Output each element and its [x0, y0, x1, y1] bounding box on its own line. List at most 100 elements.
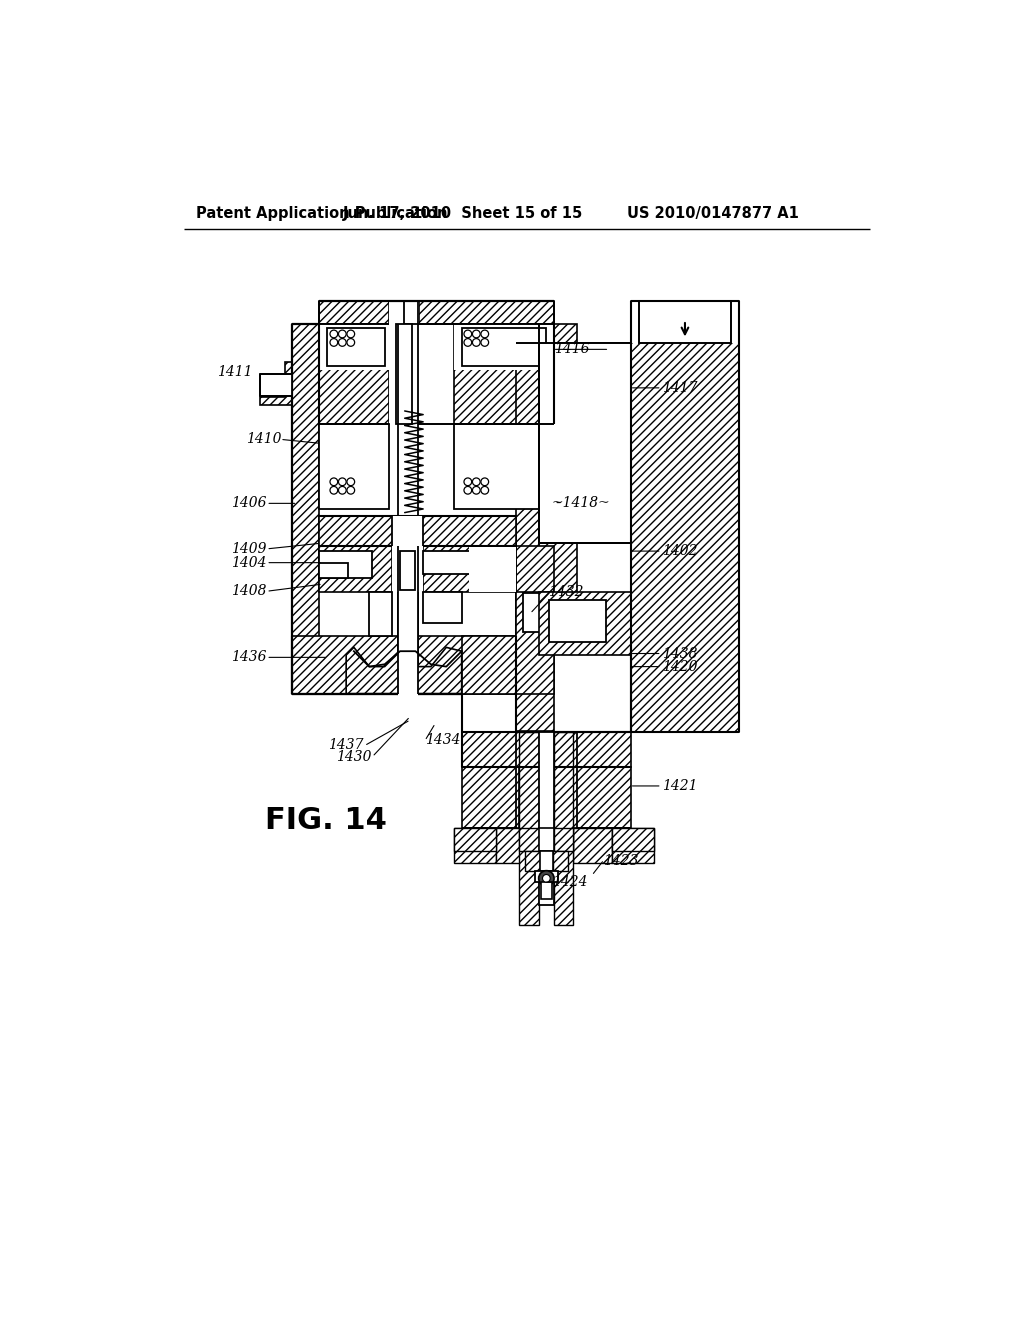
- Circle shape: [481, 330, 488, 338]
- Circle shape: [330, 478, 338, 486]
- Text: 1432: 1432: [548, 585, 584, 599]
- Circle shape: [339, 478, 346, 486]
- Text: 1420: 1420: [662, 660, 697, 673]
- Bar: [462, 733, 631, 767]
- Bar: [539, 829, 554, 851]
- Bar: [327, 327, 385, 367]
- Text: 1430: 1430: [336, 751, 372, 764]
- Circle shape: [481, 478, 488, 486]
- Bar: [497, 829, 535, 863]
- Text: Jun. 17, 2010  Sheet 15 of 15: Jun. 17, 2010 Sheet 15 of 15: [343, 206, 584, 222]
- Bar: [319, 552, 372, 578]
- Bar: [319, 562, 348, 578]
- Bar: [519, 733, 573, 924]
- Bar: [535, 871, 558, 882]
- Bar: [388, 301, 419, 323]
- Bar: [370, 591, 392, 636]
- Bar: [539, 733, 554, 906]
- Text: 1408: 1408: [230, 585, 266, 598]
- Circle shape: [543, 874, 550, 882]
- Bar: [631, 301, 739, 733]
- Circle shape: [472, 339, 480, 346]
- Bar: [397, 545, 418, 700]
- Text: 1424: 1424: [553, 875, 588, 890]
- Bar: [319, 301, 388, 323]
- Bar: [462, 767, 519, 829]
- Bar: [319, 424, 388, 508]
- Polygon shape: [346, 647, 462, 693]
- Bar: [515, 323, 554, 647]
- Circle shape: [539, 871, 554, 886]
- Circle shape: [464, 486, 472, 494]
- Circle shape: [472, 486, 480, 494]
- Bar: [515, 591, 554, 693]
- Circle shape: [347, 339, 354, 346]
- Bar: [292, 323, 319, 647]
- Text: FIG. 14: FIG. 14: [265, 807, 387, 836]
- Bar: [541, 882, 552, 899]
- Bar: [319, 323, 388, 370]
- Bar: [319, 323, 388, 424]
- Bar: [539, 323, 578, 647]
- Bar: [519, 733, 539, 924]
- Bar: [454, 424, 554, 508]
- Circle shape: [347, 478, 354, 486]
- Text: 1404: 1404: [230, 556, 266, 570]
- Bar: [260, 374, 292, 396]
- Bar: [292, 636, 515, 693]
- Bar: [573, 767, 631, 829]
- Text: US 2010/0147877 A1: US 2010/0147877 A1: [628, 206, 799, 222]
- Bar: [462, 327, 547, 367]
- Bar: [554, 829, 573, 851]
- Circle shape: [481, 486, 488, 494]
- Text: Patent Application Publication: Patent Application Publication: [196, 206, 447, 222]
- Circle shape: [330, 486, 338, 494]
- Bar: [611, 829, 654, 851]
- Circle shape: [339, 486, 346, 494]
- Text: 1436: 1436: [230, 651, 266, 664]
- Bar: [392, 516, 423, 545]
- Bar: [554, 733, 573, 924]
- Bar: [515, 545, 554, 730]
- Text: 1417: 1417: [662, 381, 697, 395]
- Text: 1437: 1437: [329, 738, 364, 752]
- Bar: [553, 851, 568, 871]
- Bar: [397, 323, 418, 755]
- Bar: [523, 594, 554, 632]
- Circle shape: [339, 339, 346, 346]
- Text: 1416: 1416: [554, 342, 590, 356]
- Bar: [454, 829, 497, 851]
- Text: 1411: 1411: [217, 366, 252, 379]
- Bar: [454, 829, 497, 863]
- Circle shape: [472, 478, 480, 486]
- Circle shape: [330, 330, 338, 338]
- Bar: [319, 545, 392, 591]
- Bar: [400, 552, 416, 590]
- Bar: [454, 323, 554, 424]
- Bar: [423, 591, 462, 623]
- Bar: [539, 343, 631, 544]
- Bar: [549, 599, 606, 642]
- Bar: [392, 545, 423, 591]
- Bar: [639, 301, 731, 343]
- Bar: [519, 829, 539, 851]
- Bar: [524, 851, 541, 871]
- Bar: [541, 851, 553, 871]
- Bar: [319, 516, 515, 545]
- Bar: [423, 552, 493, 574]
- Bar: [611, 829, 654, 863]
- Circle shape: [481, 339, 488, 346]
- Bar: [419, 301, 554, 323]
- Circle shape: [472, 330, 480, 338]
- Bar: [519, 829, 573, 851]
- Bar: [454, 323, 554, 370]
- Text: 1421: 1421: [662, 779, 697, 793]
- Bar: [631, 301, 739, 343]
- Text: 1438: 1438: [662, 647, 697, 660]
- Text: 1434: 1434: [425, 733, 460, 747]
- Circle shape: [347, 330, 354, 338]
- Bar: [388, 323, 419, 424]
- Circle shape: [347, 486, 354, 494]
- Text: 1402: 1402: [662, 544, 697, 558]
- Bar: [524, 851, 568, 871]
